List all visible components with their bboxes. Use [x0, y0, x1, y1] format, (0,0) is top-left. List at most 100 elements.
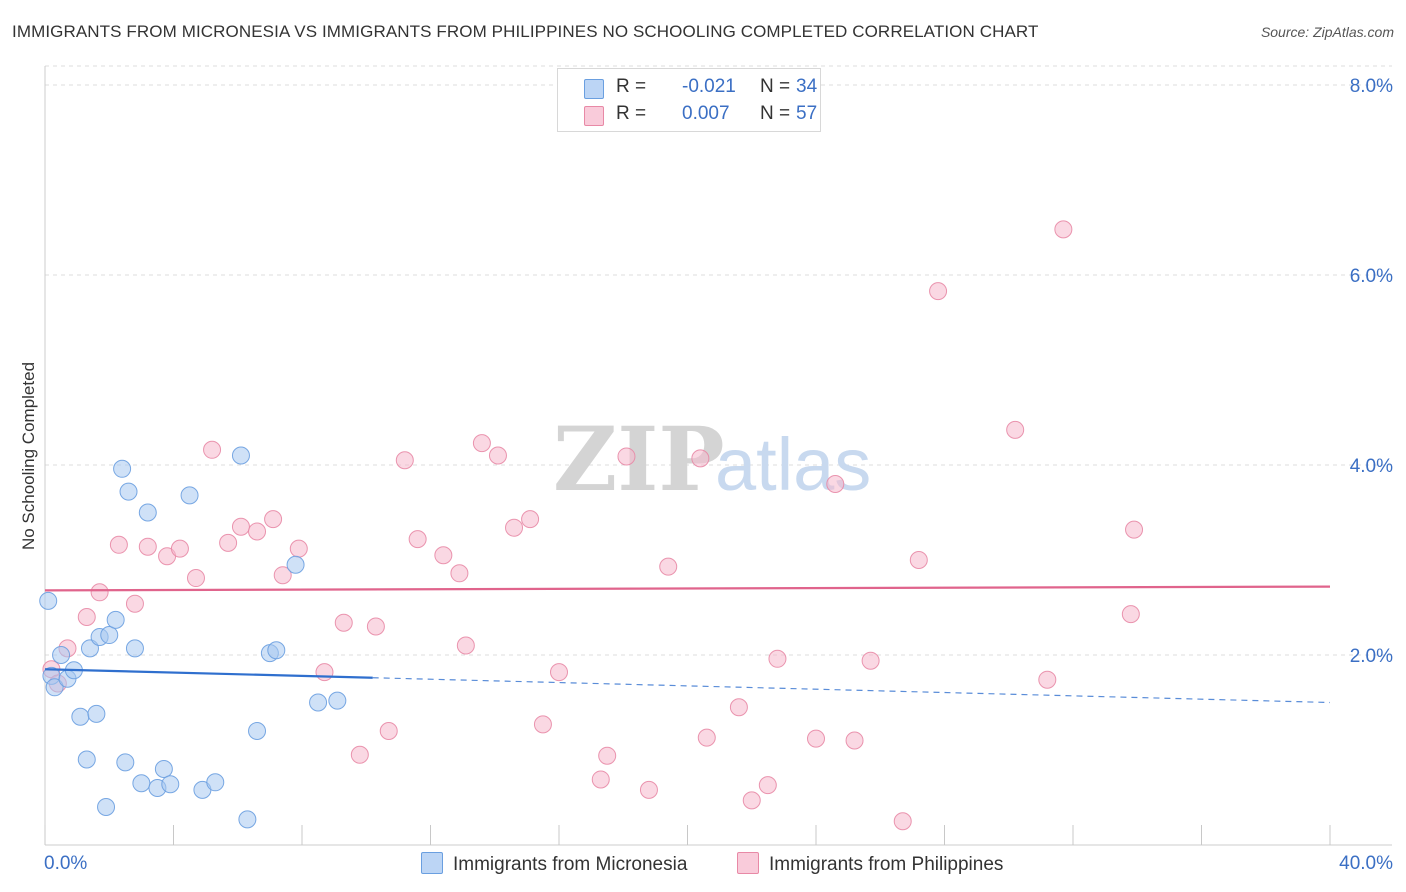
x-tick-label: 40.0% [1339, 853, 1393, 874]
philippines-point [807, 729, 825, 748]
philippines-point [1054, 220, 1073, 239]
micronesia-trend-line-dashed [372, 677, 1331, 704]
philippines-point [845, 731, 864, 750]
philippines-point [434, 546, 453, 565]
y-tick-label: 6.0% [1350, 266, 1393, 287]
philippines-point [472, 434, 491, 453]
philippines-point [170, 539, 189, 558]
philippines-point [138, 537, 157, 556]
y-tick-label: 4.0% [1350, 456, 1393, 477]
bottom-legend-label-philippines: Immigrants from Philippines [769, 854, 1004, 875]
philippines-point [591, 770, 610, 789]
philippines-point [334, 613, 353, 632]
philippines-point [90, 583, 109, 602]
correlation-legend: R = -0.021 N = 34 R = 0.007 N = 57 [557, 68, 821, 132]
philippines-point [379, 722, 398, 740]
legend-n-label: N = [760, 76, 791, 97]
philippines-point [366, 617, 385, 636]
philippines-point [861, 651, 880, 670]
philippines-point [77, 608, 96, 626]
micronesia-point [106, 610, 125, 629]
philippines-point [186, 569, 205, 588]
bottom-legend-philippines: Immigrants from Philippines [737, 852, 1003, 876]
legend-r-label: R = [616, 103, 647, 124]
philippines-point [289, 539, 308, 558]
watermark: ZIP atlas [553, 407, 871, 511]
legend-n-value-philippines: 57 [796, 103, 818, 124]
micronesia-point [161, 775, 180, 794]
legend-r-label: R = [616, 76, 647, 97]
philippines-point [505, 518, 524, 537]
micronesia-point [238, 810, 257, 829]
philippines-point [450, 564, 469, 583]
philippines-point [521, 510, 540, 529]
philippines-point [929, 282, 948, 301]
micronesia-point [39, 591, 58, 610]
philippines-point [203, 440, 222, 459]
legend-r-value-micronesia: -0.021 [682, 76, 736, 97]
tick-labels: 2.0% 4.0% 6.0% 8.0% 0.0% 40.0% [44, 76, 1393, 874]
philippines-point [893, 812, 912, 831]
philippines-point [691, 449, 710, 468]
bottom-legend-label-micronesia: Immigrants from Micronesia [453, 854, 688, 875]
philippines-point [231, 517, 250, 536]
philippines-point [729, 698, 748, 717]
bottom-legend-swatch-philippines [737, 852, 759, 874]
micronesia-point [328, 691, 347, 710]
micronesia-point [154, 760, 173, 778]
philippines-point [125, 594, 144, 613]
micronesia-point [97, 798, 116, 816]
micronesia-point [309, 693, 328, 712]
source-label: Source: ZipAtlas.com [1260, 24, 1394, 40]
bottom-legend-micronesia: Immigrants from Micronesia [421, 852, 687, 876]
philippines-point [617, 447, 636, 466]
philippines-point [315, 663, 334, 682]
micronesia-point [71, 707, 90, 726]
micronesia-point [45, 678, 64, 697]
micronesia-point [77, 750, 96, 769]
micronesia-point [180, 486, 199, 505]
philippines-point [248, 522, 267, 541]
micronesia-point [119, 482, 138, 501]
philippines-point [264, 510, 283, 529]
micronesia-point [132, 774, 151, 793]
trend-lines [44, 585, 1331, 704]
legend-n-label: N = [760, 103, 791, 124]
micronesia-point [231, 446, 250, 465]
gridlines [45, 65, 1392, 656]
philippines-point [826, 475, 845, 493]
micronesia-point [267, 641, 286, 660]
y-axis-label: No Schooling Completed [19, 362, 38, 550]
philippines-point [533, 715, 552, 734]
philippines-point [1121, 605, 1140, 624]
micronesia-point [248, 722, 267, 740]
legend-n-value-micronesia: 34 [796, 76, 818, 97]
philippines-point [550, 663, 568, 682]
micronesia-point [138, 503, 157, 522]
micronesia-point [100, 626, 119, 645]
micronesia-point [116, 753, 135, 772]
philippines-point [1125, 520, 1144, 539]
watermark-atlas: atlas [715, 423, 871, 506]
philippines-point [909, 551, 928, 569]
y-tick-label: 8.0% [1350, 76, 1393, 97]
philippines-point [598, 746, 617, 765]
philippines-point [456, 636, 475, 655]
micronesia-point [87, 704, 106, 723]
y-tick-label: 2.0% [1350, 646, 1393, 667]
x-tick-label: 0.0% [44, 853, 87, 874]
micronesia-point [113, 459, 132, 478]
bottom-legend-swatch-micronesia [421, 852, 443, 874]
micronesia-trend-line [44, 668, 373, 679]
chart-title: IMMIGRANTS FROM MICRONESIA VS IMMIGRANTS… [12, 22, 1039, 41]
philippines-point [697, 728, 716, 747]
legend-r-value-philippines: 0.007 [682, 103, 730, 124]
philippines-point [273, 566, 292, 585]
philippines-point [488, 446, 507, 465]
legend-swatch-micronesia [584, 79, 604, 99]
legend-swatch-philippines [584, 106, 604, 126]
data-points [39, 220, 1144, 831]
micronesia-point [125, 639, 144, 658]
philippines-point [758, 776, 777, 795]
